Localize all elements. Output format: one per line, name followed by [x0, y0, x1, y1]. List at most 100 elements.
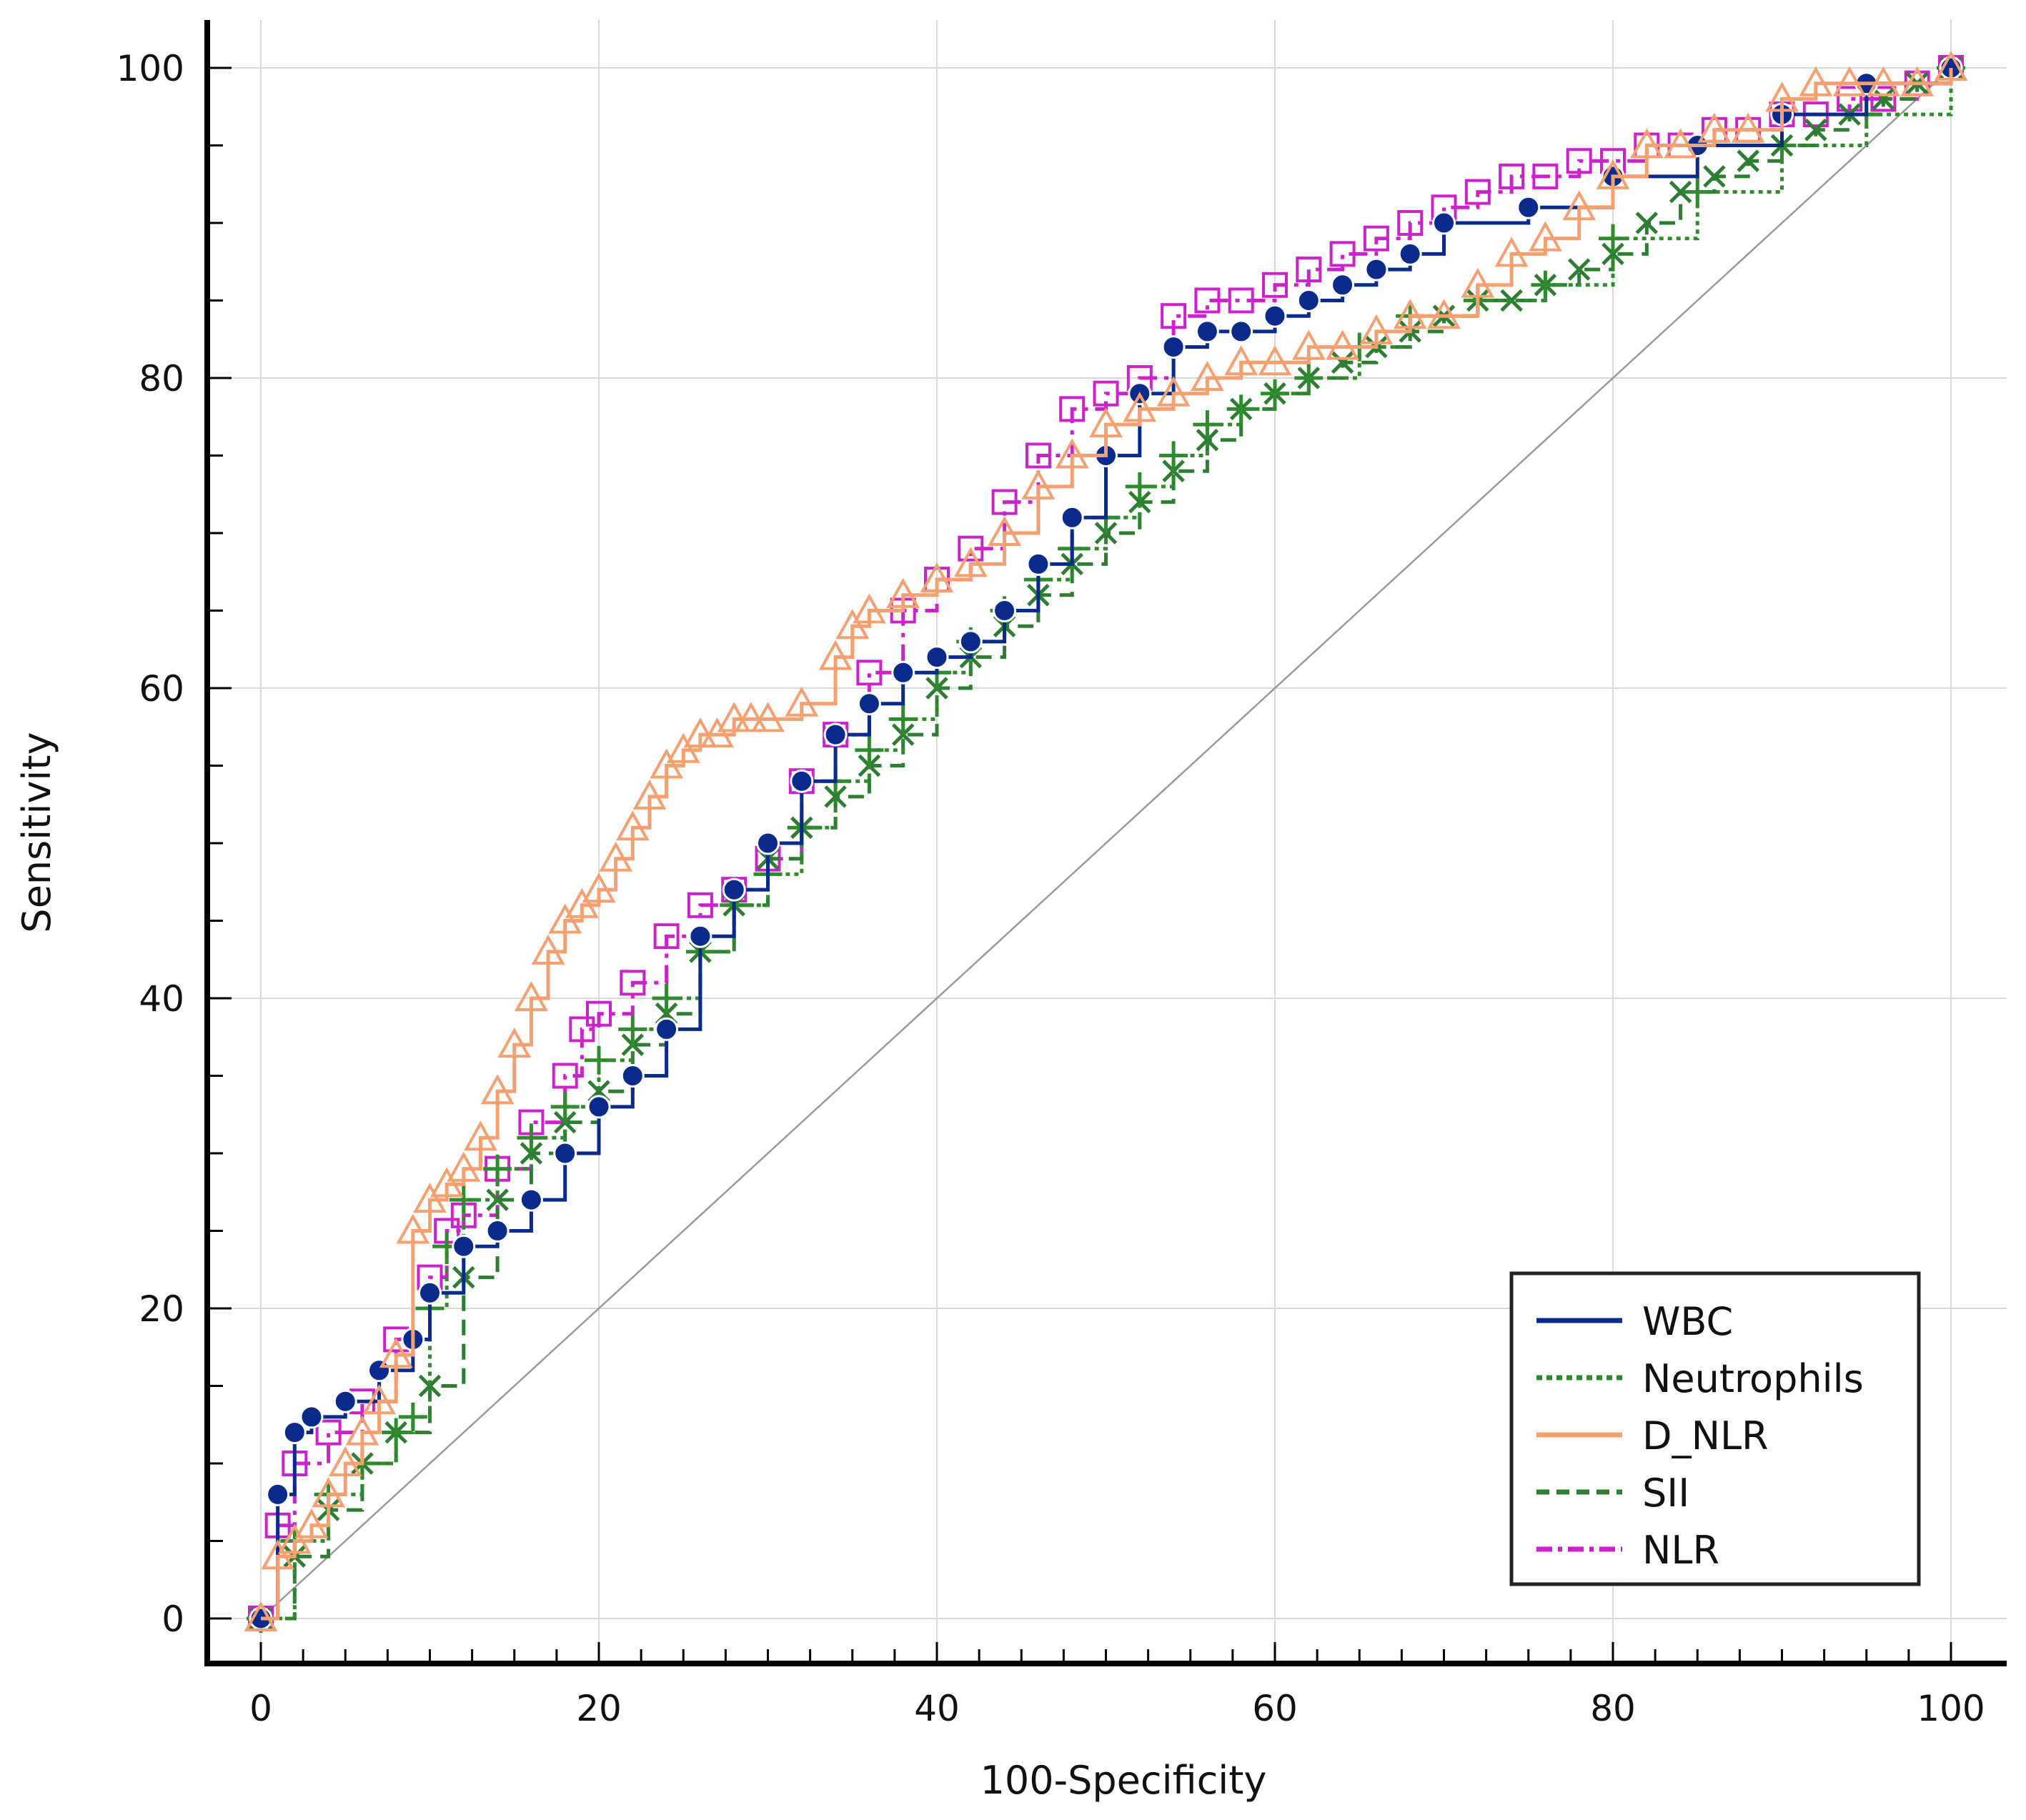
data-point — [569, 1016, 595, 1043]
data-point — [620, 970, 646, 996]
legend-label-wbc: WBC — [1642, 1299, 1733, 1344]
data-point — [1804, 119, 1827, 141]
x-axis-title: 100-Specificity — [980, 1758, 1267, 1803]
data-point — [888, 705, 918, 734]
data-point — [751, 702, 785, 732]
series-d-nlr — [244, 50, 1968, 1631]
data-point — [857, 692, 881, 716]
legend-item-wbc: WBC — [1536, 1299, 1733, 1344]
data-point — [652, 984, 681, 1013]
data-point — [1703, 165, 1726, 188]
y-axis-title: Sensitivity — [14, 732, 59, 933]
data-point — [925, 645, 949, 670]
data-point — [418, 1374, 442, 1398]
data-point — [1125, 472, 1154, 501]
data-point — [1021, 469, 1056, 499]
data-point — [1226, 394, 1256, 424]
y-tick-label: 60 — [139, 668, 184, 710]
y-tick-label: 0 — [162, 1598, 184, 1640]
data-point — [891, 660, 915, 685]
ticks: 0 20 40 60 80 100 0 20 40 60 80 100 — [116, 48, 1985, 1729]
data-point — [483, 1154, 512, 1183]
data-point — [920, 562, 954, 593]
data-point — [1499, 163, 1525, 189]
data-point — [785, 686, 819, 717]
y-tick-label: 20 — [139, 1288, 184, 1330]
data-point — [1567, 258, 1591, 281]
data-point — [396, 1213, 430, 1244]
data-point — [1664, 128, 1697, 159]
data-point — [1516, 195, 1541, 219]
data-point — [1159, 441, 1188, 470]
legend-item-d-nlr: D_NLR — [1536, 1413, 1769, 1458]
data-point — [1161, 335, 1186, 359]
data-point — [531, 934, 565, 965]
reference-line-layer — [260, 67, 1952, 1619]
data-point — [277, 1523, 312, 1554]
data-point — [1837, 86, 1863, 112]
data-point — [1059, 396, 1086, 422]
data-point — [1363, 225, 1389, 252]
legend-item-neutrophils: Neutrophils — [1536, 1356, 1864, 1401]
data-point — [1123, 392, 1157, 422]
legend-item-nlr: NLR — [1536, 1528, 1719, 1573]
series-line-d-nlr — [261, 68, 1953, 1621]
data-point — [688, 924, 712, 948]
data-point — [824, 785, 847, 808]
data-point — [1427, 299, 1461, 329]
series-line-nlr — [261, 68, 1953, 1621]
data-point — [1261, 379, 1289, 408]
data-point — [282, 1421, 307, 1445]
series-line-sii — [261, 68, 1953, 1621]
data-point — [1296, 289, 1321, 312]
data-point — [553, 1141, 577, 1165]
data-point — [1872, 87, 1895, 111]
legend-item-sii: SII — [1536, 1471, 1689, 1516]
data-point — [367, 1358, 392, 1383]
data-point — [1500, 289, 1523, 312]
data-point — [1529, 221, 1562, 252]
grid — [207, 20, 2007, 1664]
data-point — [683, 717, 717, 748]
data-point — [333, 1389, 357, 1413]
data-point — [734, 702, 768, 732]
y-tick-label: 100 — [116, 48, 184, 89]
data-point — [1697, 112, 1732, 143]
data-point — [480, 1074, 515, 1105]
data-point — [1397, 210, 1424, 236]
x-tick-label: 0 — [249, 1688, 272, 1729]
data-point — [519, 1188, 543, 1212]
data-point — [615, 810, 650, 841]
y-tick-label: 40 — [139, 978, 184, 1020]
reference-diagonal-line — [260, 67, 1952, 1619]
data-point — [1870, 86, 1897, 112]
data-point — [818, 640, 853, 670]
data-point — [1291, 329, 1326, 360]
data-point — [1566, 148, 1592, 174]
x-tick-label: 100 — [1917, 1688, 1985, 1729]
data-point — [1193, 410, 1222, 439]
data-point — [1596, 159, 1630, 189]
data-point — [1329, 241, 1356, 267]
legend-label-sii: SII — [1642, 1471, 1689, 1516]
data-point — [550, 1092, 580, 1121]
data-point — [1093, 380, 1119, 407]
data-point — [1089, 407, 1123, 438]
data-point — [345, 1415, 379, 1446]
data-point — [1331, 273, 1355, 297]
data-point — [717, 702, 751, 732]
x-tick-label: 40 — [914, 1688, 960, 1729]
data-point — [294, 1508, 329, 1538]
data-point — [1669, 180, 1692, 204]
data-point — [1393, 299, 1427, 329]
data-point — [1025, 442, 1051, 469]
data-point — [1832, 66, 1867, 96]
data-point — [1934, 50, 1968, 81]
data-point — [886, 577, 920, 608]
data-point — [756, 831, 780, 855]
data-point — [1599, 224, 1627, 253]
legend-label-d-nlr: D_NLR — [1642, 1413, 1769, 1458]
data-point — [700, 717, 734, 748]
data-point — [382, 1418, 411, 1447]
data-point — [1060, 505, 1084, 529]
